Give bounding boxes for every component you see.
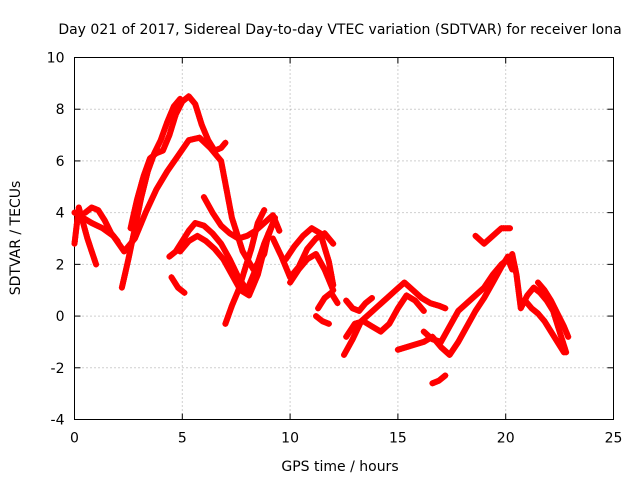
series-track-7 bbox=[177, 214, 278, 299]
plus-markers bbox=[472, 225, 513, 247]
y-tick-label: -4 bbox=[51, 413, 65, 429]
series-track-3 bbox=[127, 93, 229, 232]
plus-markers bbox=[343, 295, 375, 314]
series-track-4 bbox=[71, 204, 100, 268]
series-track-10 bbox=[222, 207, 268, 327]
data-points bbox=[71, 93, 572, 387]
plus-markers bbox=[313, 313, 332, 327]
series-track-21 bbox=[429, 372, 449, 387]
plus-markers bbox=[343, 292, 427, 340]
series-track-14 bbox=[315, 289, 341, 312]
plus-markers bbox=[509, 251, 570, 356]
x-tick-label: 25 bbox=[605, 431, 623, 447]
series-track-6 bbox=[166, 220, 276, 294]
y-tick-label: 6 bbox=[56, 154, 65, 170]
plus-markers bbox=[177, 214, 278, 299]
plus-markers bbox=[127, 93, 229, 232]
plus-markers bbox=[82, 204, 121, 245]
y-tick-label: 2 bbox=[56, 257, 65, 273]
series-track-8 bbox=[168, 274, 188, 296]
plus-markers bbox=[429, 372, 449, 387]
plus-markers bbox=[222, 207, 268, 327]
series-track-22 bbox=[472, 225, 513, 247]
x-tick-label: 20 bbox=[497, 431, 515, 447]
series-track-24 bbox=[522, 297, 567, 356]
series-track-18 bbox=[343, 295, 375, 314]
series-track-17 bbox=[343, 292, 427, 340]
axis-ticks: 0 5 10 15 20 25 -4 -2 0 2 4 6 8 10 bbox=[47, 51, 623, 447]
x-tick-label: 15 bbox=[389, 431, 407, 447]
series-track-20 bbox=[420, 256, 516, 345]
y-tick-label: -2 bbox=[51, 361, 65, 377]
x-tick-label: 10 bbox=[281, 431, 299, 447]
y-axis-label: SDTVAR / TECUs bbox=[8, 181, 24, 296]
series-track-23 bbox=[509, 251, 570, 356]
plus-markers bbox=[71, 204, 100, 268]
plus-markers bbox=[535, 279, 572, 340]
series-track-13 bbox=[287, 251, 337, 294]
x-axis-label: GPS time / hours bbox=[281, 459, 398, 475]
y-tick-label: 10 bbox=[47, 51, 65, 67]
series-track-19 bbox=[394, 253, 511, 358]
x-tick-label: 0 bbox=[70, 431, 79, 447]
series-track-12 bbox=[282, 225, 337, 288]
plus-markers bbox=[420, 256, 516, 345]
series-track-25 bbox=[535, 279, 572, 340]
y-tick-label: 4 bbox=[56, 206, 65, 222]
plus-markers bbox=[282, 225, 337, 288]
plus-markers bbox=[168, 274, 188, 296]
plus-markers bbox=[341, 279, 449, 358]
plus-markers bbox=[522, 297, 567, 356]
series-track-5 bbox=[82, 204, 121, 245]
y-tick-label: 8 bbox=[56, 102, 65, 118]
chart-title: Day 021 of 2017, Sidereal Day-to-day VTE… bbox=[58, 22, 621, 38]
plus-markers bbox=[315, 289, 341, 312]
x-tick-label: 5 bbox=[178, 431, 187, 447]
series-track-15 bbox=[313, 313, 332, 327]
plus-markers bbox=[287, 251, 337, 294]
y-tick-label: 0 bbox=[56, 309, 65, 325]
